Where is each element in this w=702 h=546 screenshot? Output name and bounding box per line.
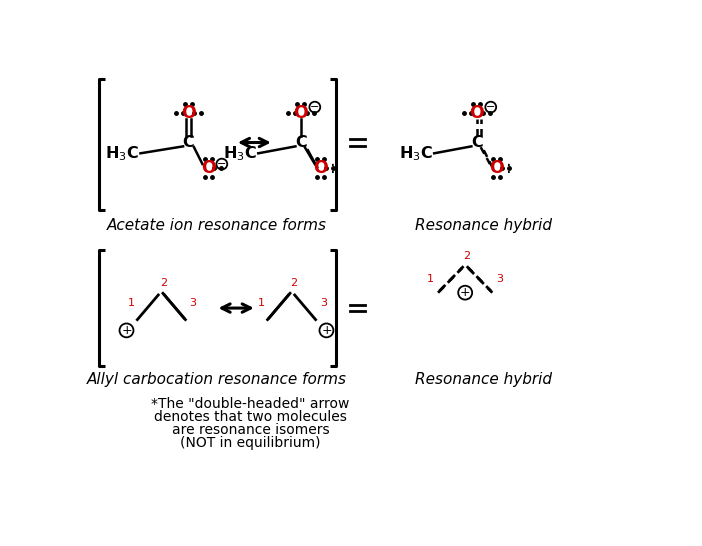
Text: Resonance hybrid: Resonance hybrid: [414, 372, 552, 387]
Text: C: C: [295, 135, 307, 150]
Text: 1: 1: [258, 298, 265, 308]
Text: 3: 3: [320, 298, 327, 308]
Text: +: +: [460, 286, 470, 299]
Text: −: −: [486, 102, 496, 112]
Text: (NOT in equilibrium): (NOT in equilibrium): [180, 436, 321, 450]
Text: Allyl carbocation resonance forms: Allyl carbocation resonance forms: [87, 372, 347, 387]
Text: O: O: [181, 104, 196, 122]
Text: 2: 2: [463, 252, 470, 262]
Text: O: O: [470, 104, 484, 122]
Text: 2: 2: [160, 278, 167, 288]
Text: H$_3$C: H$_3$C: [105, 144, 139, 163]
Text: O: O: [489, 159, 503, 177]
Text: Acetate ion resonance forms: Acetate ion resonance forms: [107, 218, 327, 233]
Text: H$_3$C: H$_3$C: [223, 144, 257, 163]
Text: O: O: [293, 104, 308, 122]
Text: :: :: [506, 159, 512, 177]
Text: O: O: [313, 159, 328, 177]
Text: 3: 3: [190, 298, 197, 308]
Text: 3: 3: [496, 274, 503, 284]
Text: denotes that two molecules: denotes that two molecules: [154, 410, 347, 424]
Text: −: −: [310, 102, 319, 112]
Text: :: :: [331, 159, 336, 177]
Text: 1: 1: [128, 298, 135, 308]
Text: C: C: [183, 135, 194, 150]
Text: 1: 1: [427, 274, 434, 284]
Text: O: O: [201, 159, 216, 177]
Text: Resonance hybrid: Resonance hybrid: [414, 218, 552, 233]
Text: 2: 2: [291, 278, 298, 288]
Text: +: +: [321, 324, 332, 337]
Text: −: −: [217, 159, 227, 169]
Text: H$_3$C: H$_3$C: [399, 144, 432, 163]
Text: are resonance isomers: are resonance isomers: [172, 423, 329, 437]
Text: +: +: [121, 324, 132, 337]
Text: *The "double-headed" arrow: *The "double-headed" arrow: [152, 396, 350, 411]
Text: C: C: [471, 135, 483, 150]
